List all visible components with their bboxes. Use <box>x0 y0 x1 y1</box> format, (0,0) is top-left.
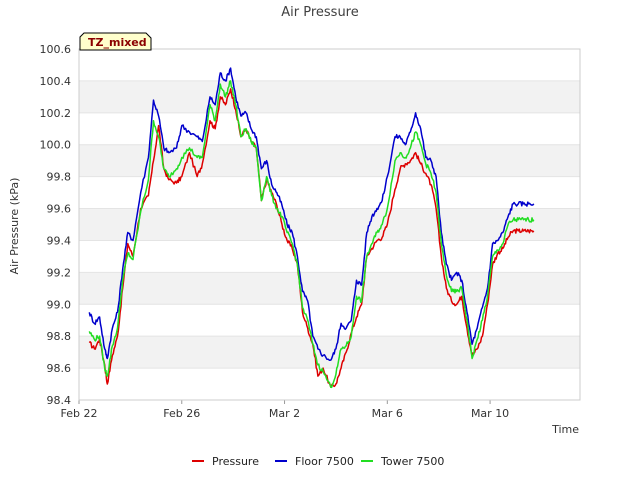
y-tick-label: 99.2 <box>47 266 72 279</box>
grid-band <box>79 272 580 305</box>
x-tick-label: Mar 10 <box>471 407 509 420</box>
y-tick-label: 100.0 <box>40 139 72 152</box>
legend: Pressure Floor 7500 Tower 7500 <box>192 455 444 468</box>
y-tick-label: 99.6 <box>47 203 72 216</box>
chart-title: Air Pressure <box>281 5 359 20</box>
legend-label: Floor 7500 <box>295 455 354 468</box>
series-line-floor-7500 <box>88 67 535 362</box>
tz-badge-text: TZ_mixed <box>88 36 147 49</box>
legend-label: Pressure <box>212 455 259 468</box>
x-tick-label: Feb 22 <box>61 407 98 420</box>
y-tick-label: 98.6 <box>47 362 72 375</box>
legend-label: Tower 7500 <box>380 455 444 468</box>
y-tick-label: 99.0 <box>47 298 72 311</box>
grid-band <box>79 336 580 369</box>
y-tick-label: 99.4 <box>47 234 72 247</box>
grid-band <box>79 80 580 113</box>
x-axis-label: Time <box>551 423 579 436</box>
tz-badge: TZ_mixed <box>79 32 152 51</box>
series-line-tower-7500 <box>88 80 535 389</box>
y-tick-label: 99.8 <box>47 171 72 184</box>
x-tick-label: Mar 6 <box>372 407 403 420</box>
y-tick-label: 100.4 <box>40 75 72 88</box>
y-tick-label: 98.8 <box>47 330 72 343</box>
y-tick-label: 100.2 <box>40 107 72 120</box>
y-axis-ticks: 98.4 98.6 98.8 99.0 99.2 99.4 99.6 99.8 100.0 100… <box>40 43 72 407</box>
series-lines <box>88 67 535 389</box>
x-axis-ticks: Feb 22 Feb 26 Mar 2 Mar 6 Mar 10 <box>61 400 509 420</box>
y-tick-label: 98.4 <box>47 394 72 407</box>
x-tick-label: Mar 2 <box>269 407 300 420</box>
x-tick-label: Feb 26 <box>163 407 200 420</box>
grid-band <box>79 208 580 241</box>
plot-frame <box>78 48 581 401</box>
y-tick-label: 100.6 <box>40 43 72 56</box>
y-axis-label: Air Pressure (kPa) <box>8 178 21 275</box>
